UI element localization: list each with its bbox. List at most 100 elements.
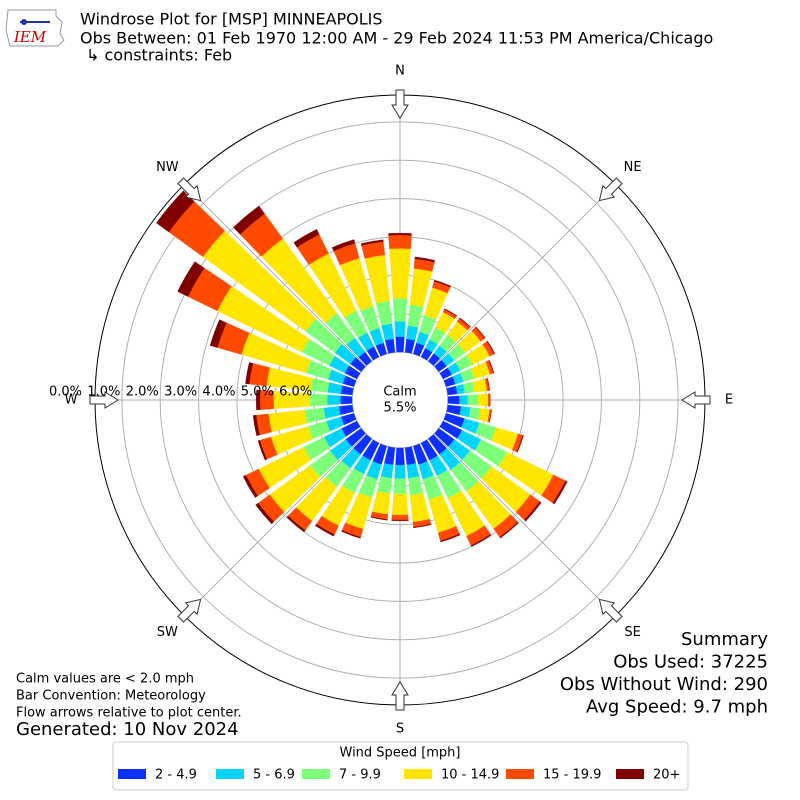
notes: Calm values are < 2.0 mph Bar Convention:…	[16, 672, 242, 721]
legend-swatch	[216, 769, 244, 779]
wind-bar-segment	[395, 336, 405, 353]
wind-bar-segment	[446, 404, 462, 416]
wind-bar-segment	[433, 279, 451, 288]
wind-bar-segment	[331, 239, 356, 252]
r-tick-label: 5.0%	[241, 385, 274, 400]
radial-grid-line	[183, 183, 401, 401]
legend-label: 5 - 6.9	[253, 768, 295, 783]
wind-bar-segment	[338, 404, 354, 416]
wind-bar-segment	[499, 521, 519, 539]
wind-bar-segment	[323, 406, 341, 419]
wind-bar-segment	[487, 393, 491, 407]
wind-bar-segment	[371, 491, 391, 515]
wind-bar-segment	[340, 395, 353, 405]
wind-bar-segment	[468, 407, 481, 420]
wind-bar-segment	[381, 323, 394, 341]
summary-line: Obs Without Wind: 290	[560, 674, 768, 695]
compass-label: SE	[624, 625, 640, 640]
summary-line: Avg Speed: 9.7 mph	[586, 697, 768, 718]
flow-arrow	[681, 391, 711, 409]
wind-bar-segment	[340, 385, 354, 396]
wind-bar-segment	[388, 234, 412, 249]
wind-bar-segment	[408, 476, 424, 496]
flow-arrow	[598, 177, 623, 202]
wind-bar-segment	[360, 239, 384, 246]
radial-grid-line	[399, 399, 617, 617]
constraints: ↳ constraints: Feb	[86, 46, 232, 65]
wind-bar-segment	[309, 393, 328, 407]
wind-bar-segment	[384, 338, 396, 354]
flow-arrow	[89, 391, 119, 409]
wind-bar-segment	[467, 394, 478, 406]
r-tick-label: 3.0%	[164, 385, 197, 400]
compass-label: NW	[156, 160, 179, 175]
logo-dot	[21, 19, 27, 25]
wind-bar-segment	[304, 407, 326, 424]
compass-label: S	[396, 722, 404, 737]
calm-circle	[353, 353, 447, 447]
wind-bar-segment	[257, 440, 267, 461]
wind-bar-segment	[552, 480, 568, 505]
wind-bar-segment	[326, 394, 341, 406]
wind-bar-segment	[375, 300, 393, 326]
wind-bar-segment	[389, 248, 411, 299]
wind-bar-segment	[486, 377, 490, 391]
summary-line: Summary	[681, 629, 768, 650]
legend-label: 20+	[653, 768, 680, 783]
wind-bar-segment	[404, 338, 416, 354]
ring-grid-line	[121, 121, 679, 679]
wind-bar-segment	[523, 501, 542, 522]
wind-bar-segment	[252, 414, 260, 436]
flow-arrow	[391, 89, 409, 119]
radial-grid-line	[399, 183, 617, 401]
flow-arrow-shape	[598, 598, 623, 623]
wind-bar-segment	[447, 395, 460, 405]
r-tick-label: 6.0%	[279, 385, 312, 400]
wind-bar-segment	[255, 502, 275, 525]
calm-value: 5.5%	[383, 401, 416, 416]
chart-title: Windrose Plot for [MSP] MINNEAPOLIS	[80, 10, 383, 29]
flow-arrow	[598, 598, 623, 623]
flow-arrow-shape	[177, 177, 202, 202]
flow-arrow	[177, 598, 202, 623]
wind-bar-segment	[156, 190, 195, 233]
legend-label: 2 - 4.9	[155, 768, 197, 783]
wind-bar-segment	[310, 377, 330, 393]
compass-label: N	[395, 64, 405, 79]
ring-grid-line	[198, 198, 602, 602]
legend-swatch	[616, 769, 644, 779]
wind-bar-segment	[472, 378, 488, 393]
flow-arrow-shape	[177, 598, 202, 623]
wind-bar-segment	[393, 478, 407, 495]
compass-label: NE	[624, 160, 642, 175]
wind-bar-segment	[391, 519, 409, 522]
r-tick-label: 0.0%	[49, 385, 82, 400]
legend: 2 - 4.9 5 - 6.9 7 - 9.9 10 - 14.9 15 - 19.9 2…	[118, 768, 680, 783]
wind-bar-segment	[249, 363, 270, 387]
wind-bar-segment	[209, 319, 227, 348]
wind-bar-segment	[286, 515, 306, 533]
legend-label: 7 - 9.9	[339, 768, 381, 783]
ring-grid-line	[159, 159, 641, 641]
wind-bar-segment	[446, 385, 458, 396]
summary-line: Obs Used: 37225	[613, 652, 768, 673]
wind-bar-segment	[233, 205, 265, 235]
note: Calm values are < 2.0 mph	[16, 672, 194, 687]
wind-bar-segment	[377, 476, 392, 494]
wind-bar-segment	[440, 533, 461, 543]
wind-bar-segment	[459, 395, 469, 405]
flow-arrow-shape	[391, 681, 409, 711]
wind-bar-segment	[394, 464, 406, 479]
compass-label: W	[65, 393, 78, 408]
calm-label: Calm	[383, 385, 416, 400]
wind-bar-segment	[245, 362, 254, 385]
wind-bar-segment	[388, 232, 412, 236]
wind-bar-segment	[370, 516, 388, 521]
r-tick-label: 2.0%	[126, 385, 159, 400]
wind-bar-segment	[242, 474, 259, 498]
wind-bar-segment	[414, 256, 435, 263]
flow-arrow	[177, 177, 202, 202]
wind-bar-segment	[327, 382, 343, 394]
flow-arrow-shape	[598, 177, 623, 202]
